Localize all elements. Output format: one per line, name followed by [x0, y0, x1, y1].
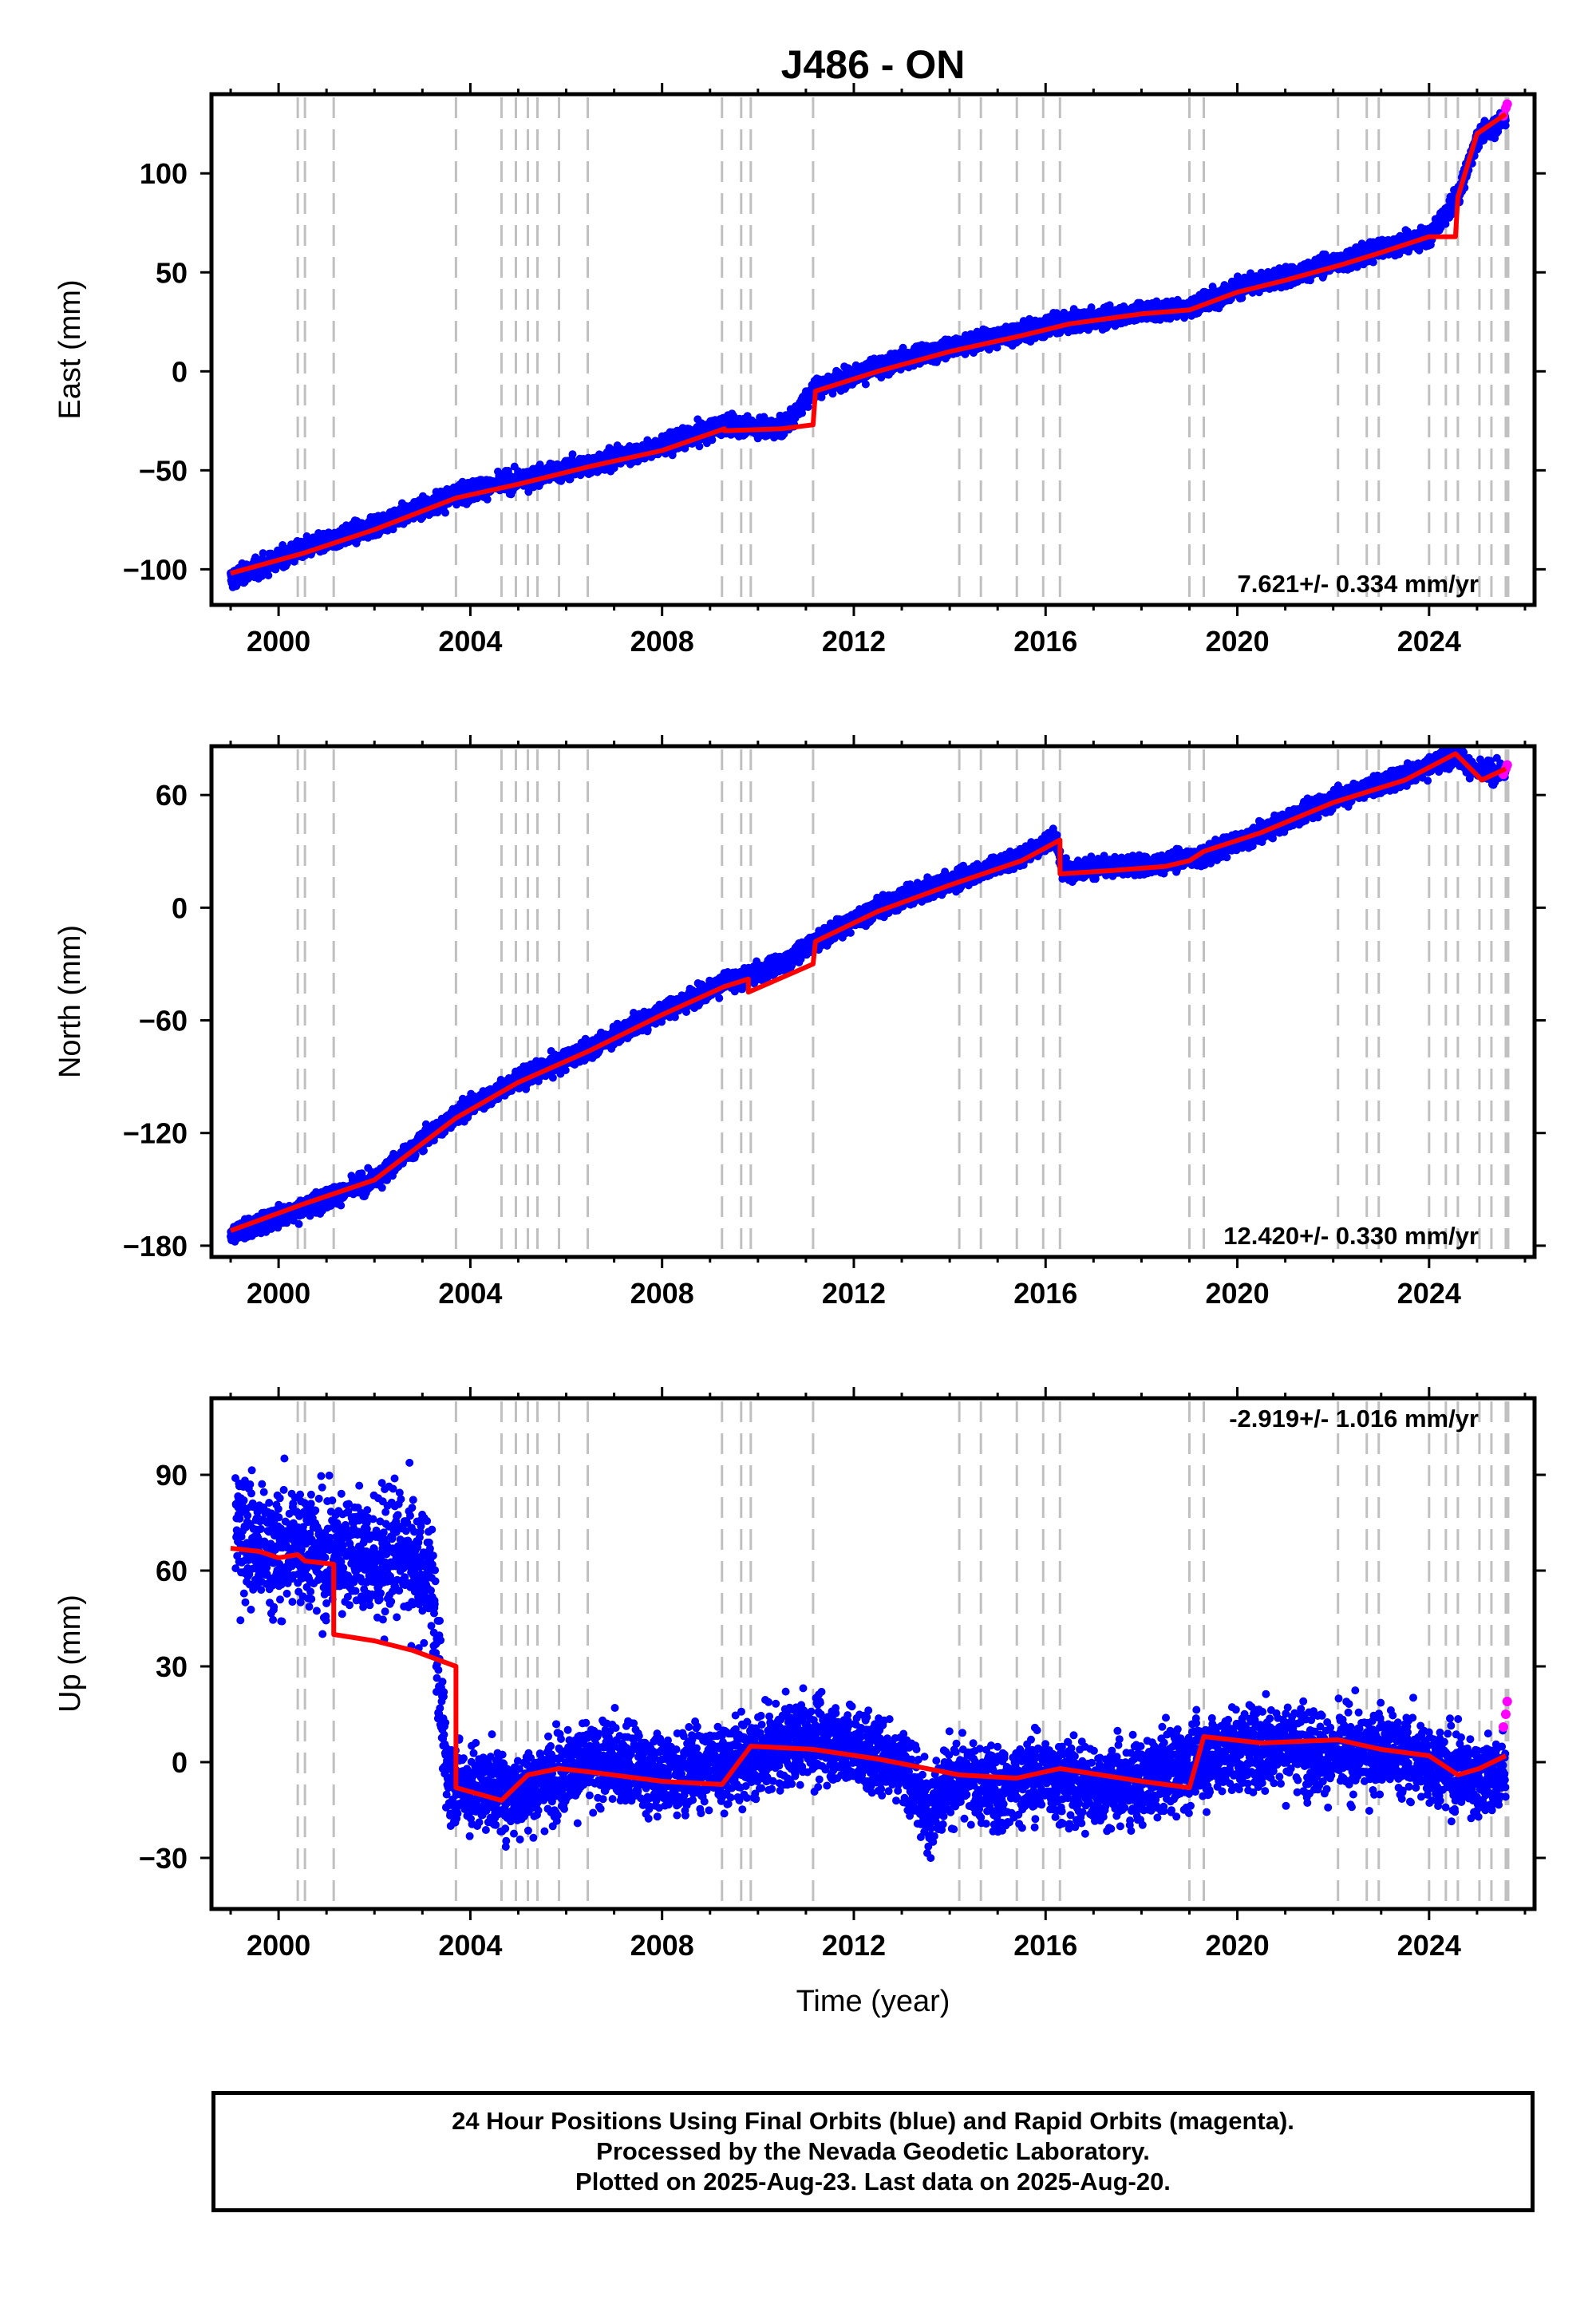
velocity-rate-label: 12.420+/- 0.330 mm/yr	[1223, 1222, 1479, 1250]
panel-up: 2000 2004 2008 2012 2016 2020 2024 −30 0 30 60 90 Up…	[53, 1387, 1546, 2018]
x-tick-label: 2004	[438, 1929, 502, 1962]
y-tick-label: −180	[123, 1230, 188, 1263]
final-orbit-points	[227, 746, 1510, 1246]
rapid-orbit-point	[1500, 1709, 1511, 1719]
panel-east: 2000 2004 2008 2012 2016 2020 2024 −100 −50 0 50 10…	[53, 83, 1546, 658]
x-tick-label: 2012	[822, 1277, 886, 1310]
velocity-rate-label: 7.621+/- 0.334 mm/yr	[1238, 570, 1479, 598]
y-tick-label: 60	[156, 779, 188, 812]
x-tick-label: 2008	[630, 625, 694, 658]
model-fit-line	[230, 1546, 1507, 1803]
x-tick-label: 2000	[247, 1277, 310, 1310]
x-tick-label: 2024	[1397, 1929, 1461, 1962]
rapid-orbit-point	[1502, 99, 1512, 109]
y-tick-label: 0	[172, 891, 188, 924]
y-tick-label: −50	[139, 454, 188, 487]
x-tick-label: 2020	[1206, 1277, 1270, 1310]
x-tick-label: 2020	[1206, 1929, 1270, 1962]
x-tick-label: 2012	[822, 625, 886, 658]
panel-frame	[209, 92, 1537, 607]
panel-frame	[209, 1396, 1537, 1911]
data-layer	[227, 746, 1512, 1246]
x-tick-label: 2024	[1397, 1277, 1461, 1310]
x-tick-label: 2020	[1206, 625, 1270, 658]
model-fit-line	[230, 112, 1507, 576]
x-tick-label: 2000	[247, 1929, 310, 1962]
y-tick-label: 0	[172, 1746, 188, 1779]
x-tick-label: 2008	[630, 1277, 694, 1310]
final-orbit-points	[227, 109, 1510, 591]
rapid-orbit-point	[1502, 1697, 1512, 1706]
x-tick-label: 2024	[1397, 625, 1461, 658]
x-axis-title: Time (year)	[796, 1985, 950, 2018]
final-orbit-points	[231, 1454, 1510, 1863]
x-tick-label: 2000	[247, 625, 310, 658]
y-tick-label: 50	[156, 256, 188, 289]
x-tick-label: 2012	[822, 1929, 886, 1962]
chart-title: J486 - ON	[781, 42, 966, 87]
y-axis-title: East (mm)	[53, 279, 87, 419]
y-tick-label: 60	[156, 1555, 188, 1587]
y-tick-label: −100	[123, 553, 188, 586]
data-layer	[227, 99, 1512, 591]
model-fit-line	[229, 751, 1507, 1233]
footer-line-dates: Plotted on 2025-Aug-23. Last data on 202…	[575, 2168, 1171, 2195]
panel-frame	[209, 744, 1537, 1259]
x-tick-label: 2016	[1013, 625, 1077, 658]
y-tick-label: 90	[156, 1459, 188, 1492]
y-tick-label: −30	[139, 1842, 188, 1875]
velocity-rate-label: -2.919+/- 1.016 mm/yr	[1229, 1405, 1479, 1433]
y-axis-title: North (mm)	[53, 925, 87, 1078]
y-tick-label: 100	[140, 157, 188, 190]
data-layer	[230, 1454, 1512, 1863]
footer-line-processor: Processed by the Nevada Geodetic Laborat…	[596, 2137, 1150, 2165]
x-tick-label: 2004	[438, 1277, 502, 1310]
y-tick-label: 30	[156, 1650, 188, 1683]
y-axis-title: Up (mm)	[53, 1595, 87, 1713]
y-tick-label: 0	[172, 355, 188, 388]
x-tick-label: 2016	[1013, 1277, 1077, 1310]
footer-info-box: 24 Hour Positions Using Final Orbits (bl…	[211, 2091, 1535, 2212]
x-tick-label: 2004	[438, 625, 502, 658]
y-tick-label: −120	[123, 1117, 188, 1150]
y-tick-label: −60	[139, 1005, 188, 1037]
panel-north: 2000 2004 2008 2012 2016 2020 2024 −180 −120 −60 0…	[53, 735, 1546, 1310]
footer-line-orbits: 24 Hour Positions Using Final Orbits (bl…	[452, 2107, 1294, 2135]
rapid-orbit-point	[1498, 1722, 1508, 1732]
x-tick-label: 2016	[1013, 1929, 1077, 1962]
x-tick-label: 2008	[630, 1929, 694, 1962]
